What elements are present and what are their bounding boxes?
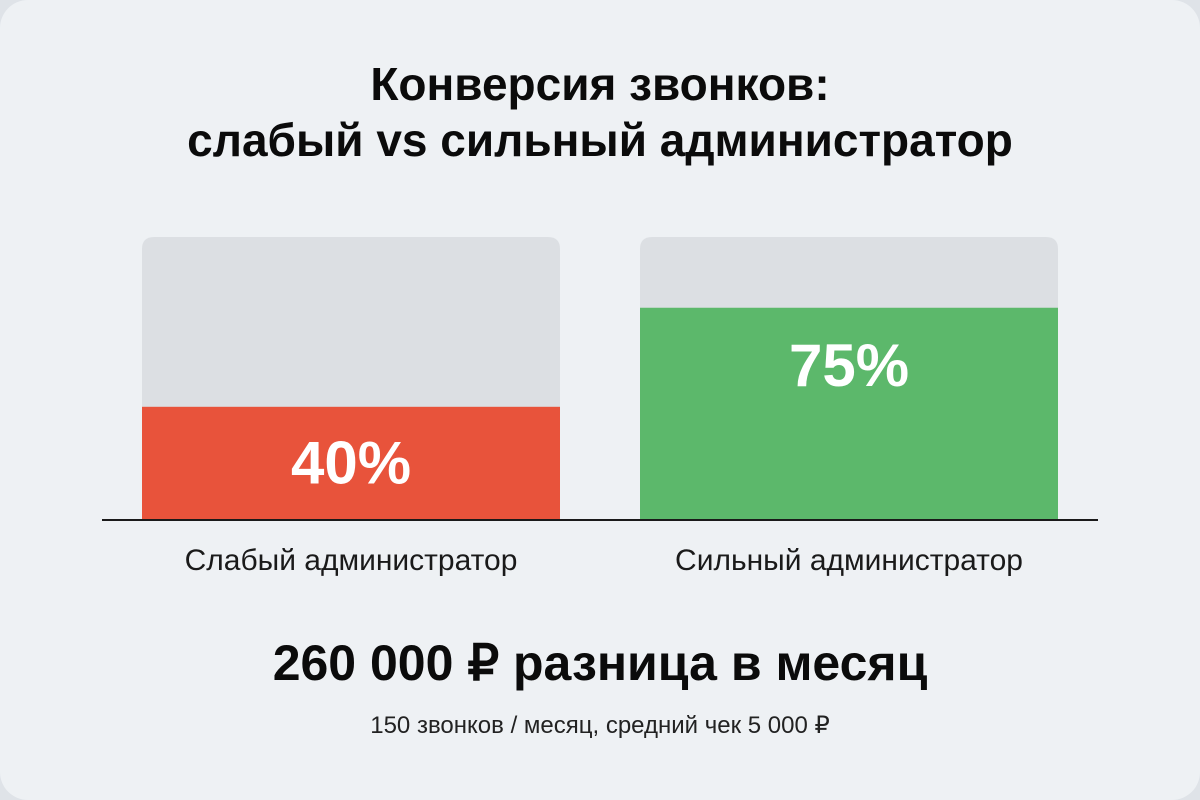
summary-note: 150 звонков / месяц, средний чек 5 000 ₽ <box>370 712 830 739</box>
chart-title-line-1: Конверсия звонков: <box>370 58 830 110</box>
category-label-strong: Сильный администратор <box>675 544 1023 577</box>
chart-title: Конверсия звонков: слабый vs сильный адм… <box>0 56 1200 168</box>
chart-title-line-2: слабый vs сильный администратор <box>187 114 1013 166</box>
bar-chart: 40% Слабый администратор 75% Сильный админи… <box>102 237 1098 577</box>
bar-weak <box>142 406 560 520</box>
category-label-weak: Слабый администратор <box>185 544 518 577</box>
bar-strong <box>640 307 1058 520</box>
summary-headline: 260 000 ₽ разница в месяц <box>272 635 928 691</box>
bar-value-label-strong: 75% <box>789 332 909 399</box>
bar-value-label-weak: 40% <box>291 429 411 496</box>
